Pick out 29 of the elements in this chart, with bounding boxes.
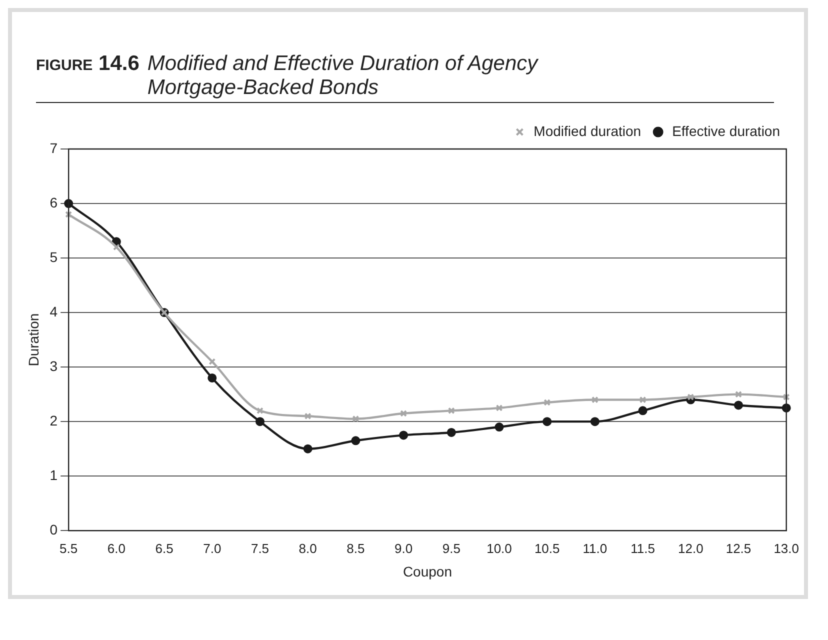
y-tick-label: 6 bbox=[50, 194, 58, 210]
y-tick-label: 5 bbox=[50, 248, 58, 265]
x-tick-label: 8.5 bbox=[346, 540, 365, 556]
x-tick-label: 5.5 bbox=[60, 540, 78, 556]
x-tick-label: 6.0 bbox=[107, 540, 126, 556]
x-tick-label: 13.0 bbox=[774, 540, 800, 556]
x-tick-label: 7.0 bbox=[203, 540, 222, 556]
y-axis-title: Duration bbox=[25, 313, 42, 366]
x-tick-label: 11.5 bbox=[630, 540, 655, 556]
y-tick-label: 3 bbox=[50, 358, 58, 374]
x-tick-label: 10.5 bbox=[534, 540, 560, 556]
y-tick-label: 7 bbox=[50, 140, 58, 156]
legend-label: Effective duration bbox=[672, 122, 780, 139]
x-tick-label: 6.5 bbox=[155, 540, 174, 556]
x-tick-label: 12.0 bbox=[678, 540, 704, 556]
x-tick-label: 9.5 bbox=[442, 540, 460, 556]
x-tick-label: 8.0 bbox=[298, 540, 317, 556]
x-tick-label: 12.5 bbox=[726, 540, 752, 556]
x-tick-label: 10.0 bbox=[486, 540, 512, 556]
x-tick-label: 11.0 bbox=[582, 540, 608, 556]
y-tick-label: 2 bbox=[50, 412, 58, 428]
x-tick-label: 9.0 bbox=[394, 540, 413, 556]
legend-label: Modified duration bbox=[534, 122, 642, 139]
x-axis-title: Coupon bbox=[402, 563, 452, 580]
y-tick-label: 4 bbox=[50, 303, 58, 320]
y-tick-label: 1 bbox=[50, 466, 58, 483]
chart-title: FIGURE 14.6 Modified and Effective Duration of Agency Mortgage-Backed Bonds bbox=[36, 52, 540, 100]
y-tick-label: 0 bbox=[50, 521, 58, 538]
x-tick-label: 7.5 bbox=[250, 540, 270, 556]
